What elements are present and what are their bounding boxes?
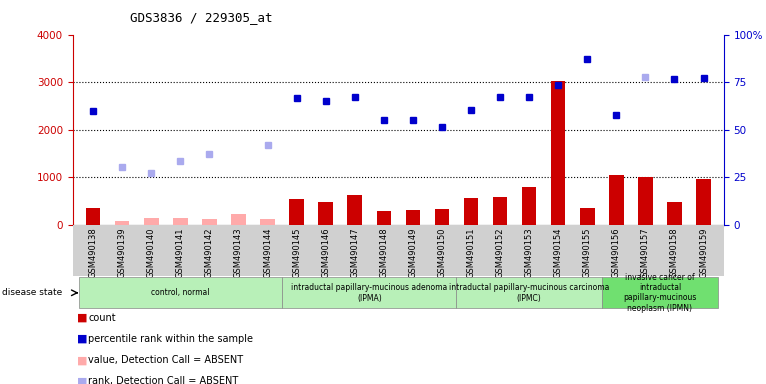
- Text: GSM490155: GSM490155: [583, 227, 592, 278]
- Bar: [202, 219, 217, 225]
- Text: invasive cancer of
intraductal
papillary-mucinous
neoplasm (IPMN): invasive cancer of intraductal papillary…: [624, 273, 696, 313]
- Text: ■: ■: [77, 376, 87, 384]
- Text: GSM490143: GSM490143: [234, 227, 243, 278]
- Text: GSM490158: GSM490158: [670, 227, 679, 278]
- Text: percentile rank within the sample: percentile rank within the sample: [88, 334, 253, 344]
- Text: GSM490146: GSM490146: [321, 227, 330, 278]
- Bar: [638, 177, 653, 225]
- Bar: [609, 175, 624, 225]
- Text: rank, Detection Call = ABSENT: rank, Detection Call = ABSENT: [88, 376, 238, 384]
- Text: GSM490151: GSM490151: [466, 227, 476, 278]
- Bar: [115, 221, 129, 225]
- Bar: [79, 277, 282, 308]
- Text: GSM490159: GSM490159: [699, 227, 708, 278]
- Text: GSM490138: GSM490138: [89, 227, 97, 278]
- Text: GSM490145: GSM490145: [292, 227, 301, 278]
- Text: GSM490142: GSM490142: [205, 227, 214, 278]
- Bar: [580, 208, 594, 225]
- Text: GSM490148: GSM490148: [379, 227, 388, 278]
- Text: ■: ■: [77, 355, 87, 365]
- Text: GSM490141: GSM490141: [176, 227, 185, 278]
- Text: ■: ■: [77, 334, 87, 344]
- Text: GSM490149: GSM490149: [408, 227, 417, 278]
- Bar: [231, 214, 246, 225]
- Text: count: count: [88, 313, 116, 323]
- Bar: [348, 195, 362, 225]
- Text: GSM490157: GSM490157: [641, 227, 650, 278]
- Text: intraductal papillary-mucinous adenoma
(IPMA): intraductal papillary-mucinous adenoma (…: [291, 283, 447, 303]
- Bar: [144, 218, 159, 225]
- Text: GSM490147: GSM490147: [350, 227, 359, 278]
- Bar: [434, 209, 449, 225]
- Text: GSM490144: GSM490144: [263, 227, 272, 278]
- Text: GSM490154: GSM490154: [554, 227, 563, 278]
- Text: control, normal: control, normal: [151, 288, 210, 297]
- Text: ■: ■: [77, 313, 87, 323]
- Bar: [405, 210, 420, 225]
- Bar: [696, 179, 711, 225]
- Text: GDS3836 / 229305_at: GDS3836 / 229305_at: [130, 12, 273, 25]
- Bar: [173, 218, 188, 225]
- Bar: [260, 219, 275, 225]
- Text: disease state: disease state: [2, 288, 63, 297]
- Bar: [290, 199, 304, 225]
- Bar: [602, 277, 718, 308]
- Bar: [282, 277, 457, 308]
- Text: GSM490140: GSM490140: [147, 227, 155, 278]
- Bar: [377, 211, 391, 225]
- Bar: [457, 277, 602, 308]
- Text: GSM490150: GSM490150: [437, 227, 447, 278]
- Text: intraductal papillary-mucinous carcinoma
(IPMC): intraductal papillary-mucinous carcinoma…: [449, 283, 609, 303]
- Bar: [667, 202, 682, 225]
- Text: value, Detection Call = ABSENT: value, Detection Call = ABSENT: [88, 355, 244, 365]
- Bar: [86, 208, 100, 225]
- Bar: [319, 202, 333, 225]
- Text: GSM490152: GSM490152: [496, 227, 505, 278]
- Text: GSM490156: GSM490156: [612, 227, 620, 278]
- Bar: [551, 81, 565, 225]
- Bar: [463, 198, 478, 225]
- Bar: [493, 197, 507, 225]
- Text: GSM490153: GSM490153: [525, 227, 534, 278]
- Bar: [522, 187, 536, 225]
- Text: GSM490139: GSM490139: [118, 227, 126, 278]
